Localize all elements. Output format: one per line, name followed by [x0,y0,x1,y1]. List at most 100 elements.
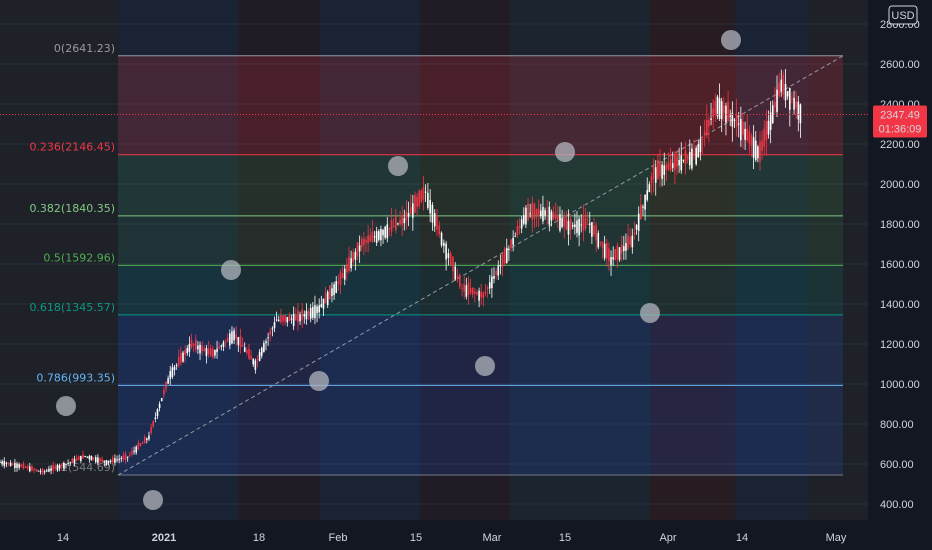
candle-body [184,349,186,355]
candle-body [71,458,74,464]
candle-body [680,155,683,171]
candle-body [307,311,310,314]
x-tick-label: 15 [410,532,422,544]
candle-body [684,150,687,165]
candle-body [499,265,502,267]
candle-body [5,462,8,464]
candle-body [544,210,546,216]
fibonacci-retracement[interactable]: 0(2641.23) 0.236(2146.45) 0.382(1840.35) 0.… [29,42,843,476]
candle-body [152,421,155,427]
candle-body [280,315,282,323]
candle-body [169,371,172,379]
time-axis[interactable]: 14 2021 18 Feb 15 Mar 15 Apr 14 May [0,520,932,550]
candle-body [69,462,72,464]
candle-body [352,252,355,262]
candle-body [422,186,425,200]
candle-body [467,282,470,295]
annotation-marker [388,156,408,176]
fib-level-label: 0.236(2146.45) [29,141,115,154]
candle-body [26,465,29,469]
candle-body [648,184,651,193]
candle-body [735,114,738,127]
candle-body [661,164,663,179]
candle-body [88,455,91,460]
candle-body [0,461,1,463]
candle-body [60,464,63,467]
candle-body [767,120,770,135]
candle-body [650,176,653,184]
candle-body [107,460,110,463]
candle-body [65,463,67,465]
candle-body [299,314,301,322]
candle-body [697,144,700,158]
session-band [118,0,238,520]
candle-body [226,337,229,342]
candle-body [284,315,286,322]
candle-body [48,468,50,472]
candle-body [122,455,125,460]
candle-body [669,159,672,171]
y-tick-label: 2000.00 [880,179,920,191]
candle-body [163,390,165,395]
candle-body [229,333,231,346]
candle-body [375,231,378,243]
candle-body [561,218,563,228]
candle-body [729,115,732,117]
candle-body [510,239,512,248]
x-tick-label: May [826,532,847,544]
candle-body [633,232,636,235]
annotation-marker [309,371,329,391]
candle-body [744,128,746,140]
candle-body [194,339,197,350]
candle-body [99,458,101,462]
candle-body [418,190,421,207]
candle-body [791,98,793,100]
candle-body [503,248,506,264]
candle-body [146,438,148,440]
candle-body [269,330,272,335]
candle-body [216,348,218,353]
candle-body [720,101,723,120]
candle-body [797,101,800,120]
candle-body [731,112,734,127]
candle-body [763,128,766,147]
candle-body [224,340,227,343]
session-band [420,0,510,520]
candle-body [373,236,376,238]
candle-body [137,442,140,450]
candle-body [18,464,20,468]
candle-body [207,348,210,355]
candle-body [177,356,180,366]
candle-body [665,164,668,170]
candle-body [31,466,33,471]
candle-body [414,195,416,213]
x-tick-label: Mar [483,532,502,544]
candle-body [412,203,414,218]
session-band [238,0,320,520]
candle-body [37,470,40,472]
candle-body [186,348,189,354]
candle-body [397,223,399,225]
candle-body [420,190,423,202]
candle-body [554,214,557,220]
candle-body [52,465,54,471]
session-band [735,0,808,520]
candle-body [312,306,314,318]
candle-body [318,305,320,313]
x-tick-label: 2021 [152,532,176,544]
candle-body [654,167,657,183]
bar-countdown: 01:36:09 [879,124,922,136]
candle-body [714,101,717,114]
candle-body [282,315,284,322]
candle-body [388,228,391,230]
candle-body [173,366,176,371]
candle-body [740,119,742,141]
currency-button[interactable]: USD [888,5,918,25]
candle-body [742,121,744,135]
candle-body [431,204,434,223]
candle-body [623,246,625,252]
candle-body [22,463,25,469]
y-tick-label: 1000.00 [880,379,920,391]
price-axis[interactable]: 400.00 600.00 800.00 1000.00 1200.00 1400.00 1… [868,0,932,520]
